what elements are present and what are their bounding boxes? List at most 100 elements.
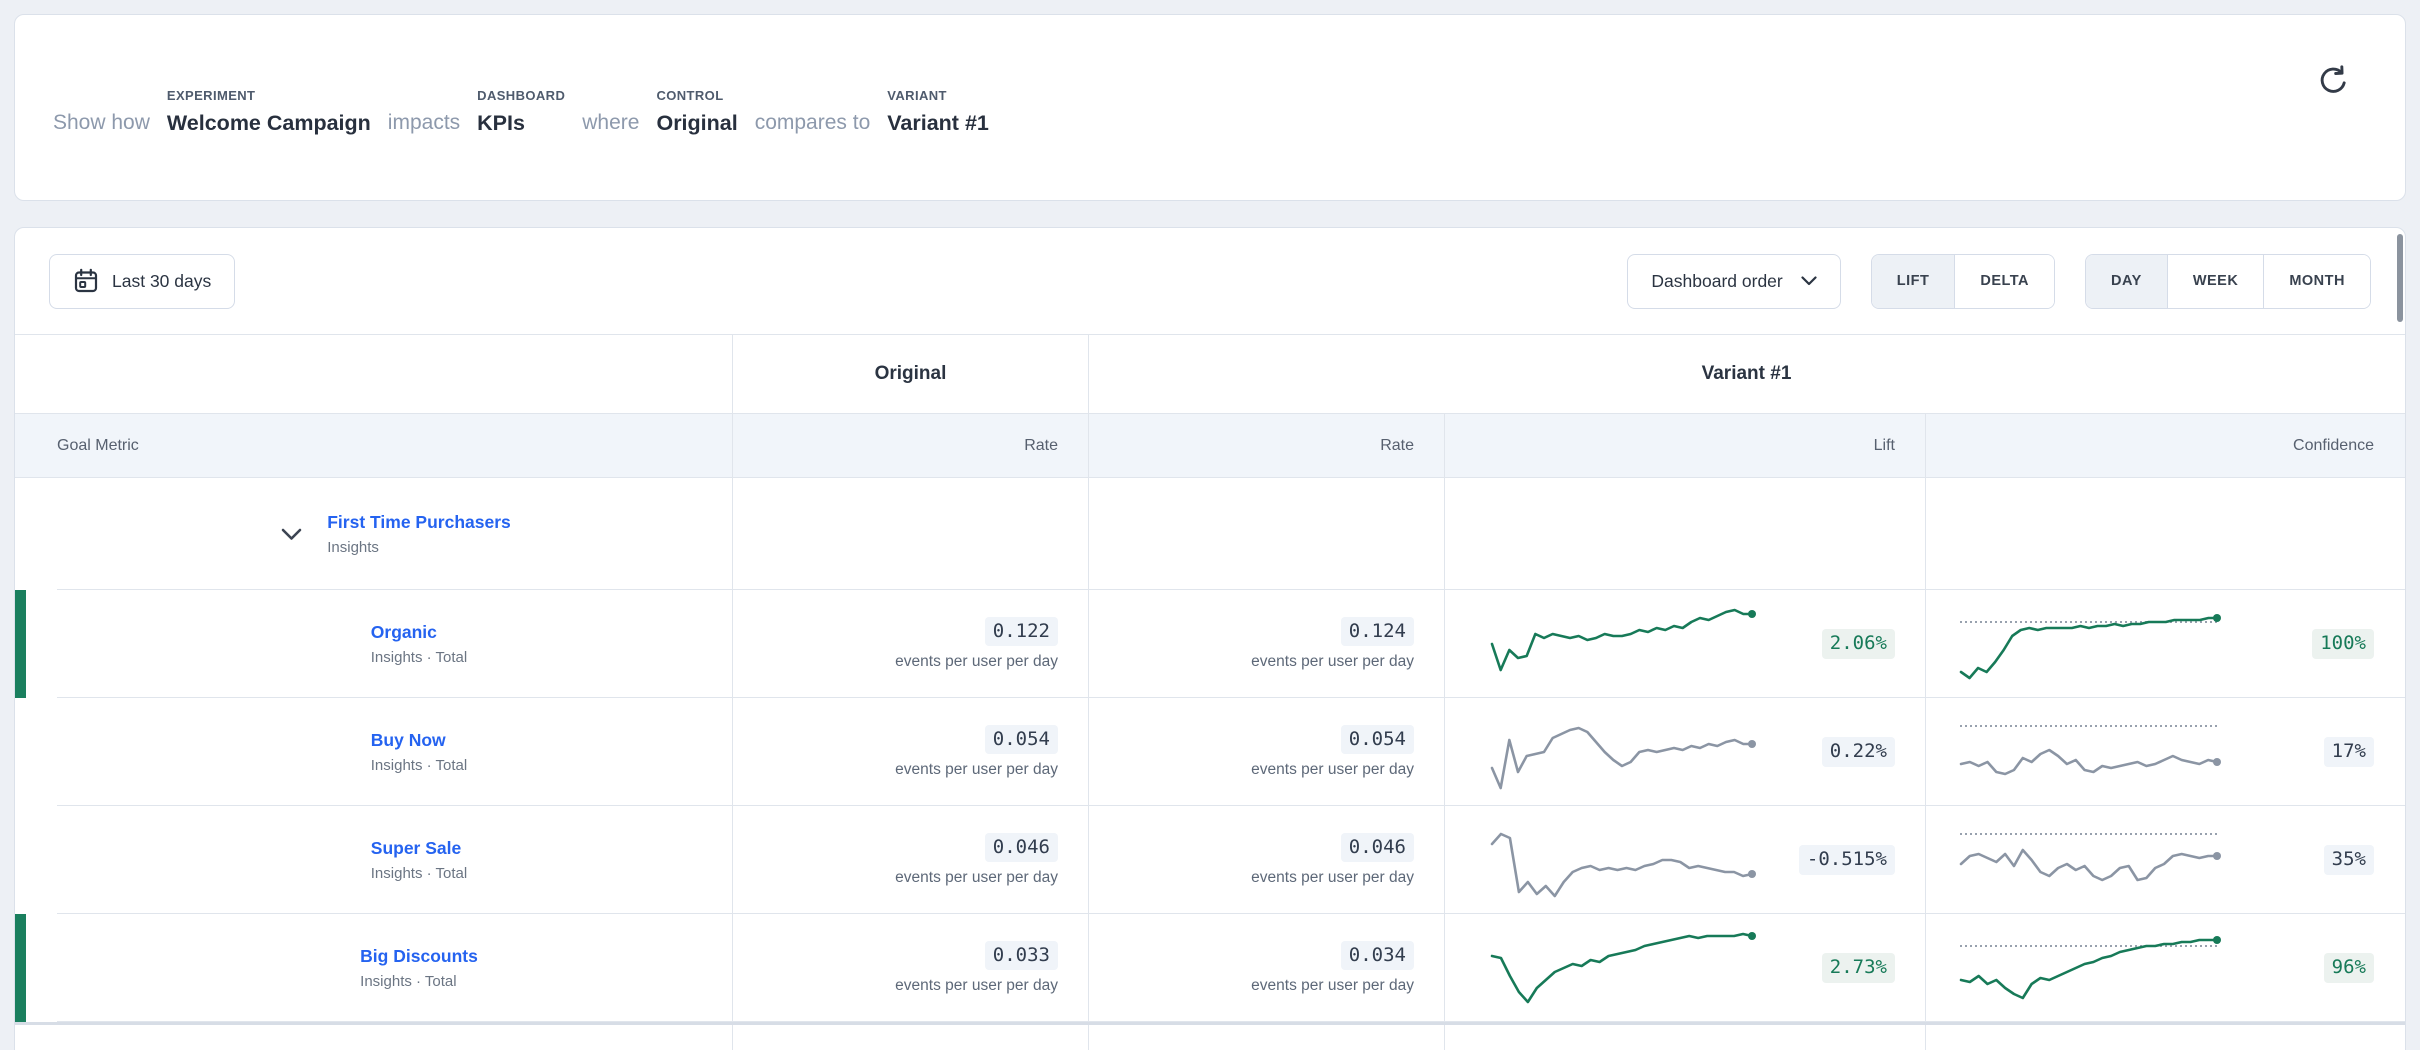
lift-sparkline [1490,608,1756,672]
metric-link[interactable]: Buy Now [370,730,446,750]
lift-value: -0.515% [1798,845,1895,875]
toolbar-right: Dashboard order LIFT DELTA DAY WEEK MONTH [1627,253,2371,309]
granularity-toggle: DAY WEEK MONTH [2085,253,2371,309]
lift-value: 2.73% [1821,953,1895,983]
column-goal-metric[interactable]: Goal Metric [57,436,139,454]
confidence-sparkline [1959,833,2221,882]
variant-rate-value: 0.124 [1340,616,1414,647]
rate-unit: events per user per day [1251,869,1414,887]
dashboard-value[interactable]: KPIs [477,111,525,135]
original-rate-value: 0.054 [984,724,1058,755]
table-group-header: Original Variant #1 [15,334,2405,414]
metric-subtitle: Insights · Total [370,649,468,666]
confidence-sparkline [1959,936,2221,1000]
refresh-button[interactable] [2313,63,2353,103]
column-variant-rate[interactable]: Rate [1088,414,1444,477]
rate-unit: events per user per day [895,653,1058,671]
table-sub-header: Goal Metric Rate Rate Lift Confidence [15,414,2405,478]
table-row: Super Sale Insights · Total 0.046 events pe… [15,806,2405,914]
toolbar: Last 30 days Dashboard order LIFT DELTA D… [15,228,2405,334]
metric-link[interactable]: Organic [370,622,437,642]
table-row: Buy Now Insights · Total 0.054 events per u… [15,698,2405,806]
lift-sparkline [1490,726,1756,790]
table-row: First Time Purchasers Insights [15,478,2405,590]
rate-unit: events per user per day [895,869,1058,887]
original-rate-value: 0.033 [984,940,1058,971]
variant-label: VARIANT [887,88,947,103]
table-row: Big Discounts Insights · Total 0.033 events… [15,914,2405,1022]
scrollbar-thumb[interactable] [2397,234,2403,322]
confidence-value: 100% [2312,629,2374,659]
metric-subtitle: Insights [327,539,379,556]
table-row: Organic Insights · Total 0.122 events per u… [15,590,2405,698]
date-range-button[interactable]: Last 30 days [49,253,236,309]
lift-value: 2.06% [1821,629,1895,659]
rate-unit: events per user per day [1251,761,1414,779]
confidence-sparkline [1959,725,2221,776]
dashboard-selector[interactable]: DASHBOARD KPIs [477,88,565,137]
toggle-day-button[interactable]: DAY [2086,254,2167,308]
control-label: CONTROL [656,88,724,103]
toggle-lift-button[interactable]: LIFT [1871,254,1955,308]
experiment-selector[interactable]: EXPERIMENT Welcome Campaign [167,88,371,137]
variant-rate-value: 0.054 [1340,724,1414,755]
metric-link[interactable]: Super Sale [370,838,462,858]
date-range-label: Last 30 days [112,270,212,291]
metric-link[interactable]: First Time Purchasers [327,512,511,532]
lift-sparkline [1490,932,1756,1004]
original-rate-value: 0.046 [984,832,1058,863]
metric-link[interactable]: Big Discounts [360,946,478,966]
experiment-value[interactable]: Welcome Campaign [166,111,371,135]
collapse-toggle[interactable] [280,527,327,542]
row-accent-bar [15,590,26,698]
column-original-rate[interactable]: Rate [732,414,1088,477]
confidence-sparkline [1959,614,2221,680]
column-lift[interactable]: Lift [1444,414,1925,477]
lift-sparkline [1490,832,1756,898]
query-sentence: Show how EXPERIMENT Welcome Campaign imp… [53,78,989,137]
chevron-down-icon [281,528,302,540]
refresh-icon [2320,65,2346,93]
variant-rate-value: 0.046 [1340,832,1414,863]
rate-unit: events per user per day [895,761,1058,779]
rate-unit: events per user per day [1251,653,1414,671]
variant-value[interactable]: Variant #1 [887,111,989,135]
lift-value: 0.22% [1821,737,1895,767]
dashboard-label: DASHBOARD [477,88,566,103]
rate-unit: events per user per day [895,977,1058,995]
metric-subtitle: Insights · Total [370,757,468,774]
confidence-value: 17% [2323,737,2374,767]
metric-subtitle: Insights · Total [360,973,457,990]
toggle-month-button[interactable]: MONTH [2263,254,2370,308]
query-text-compares-to: compares to [754,111,871,134]
query-text-impacts: impacts [387,111,461,134]
toggle-delta-button[interactable]: DELTA [1954,254,2055,308]
dashboard-order-label: Dashboard order [1651,270,1783,291]
column-group-variant: Variant #1 [1088,335,2404,413]
query-text-show-how: Show how [53,111,150,134]
experiment-label: EXPERIMENT [166,88,256,103]
column-confidence[interactable]: Confidence [1925,414,2404,477]
variant-selector[interactable]: VARIANT Variant #1 [887,88,989,137]
row-accent-bar [15,914,26,1022]
original-rate-value: 0.122 [984,616,1058,647]
query-builder-panel: Show how EXPERIMENT Welcome Campaign imp… [14,14,2406,201]
rate-unit: events per user per day [1251,977,1414,995]
confidence-value: 96% [2323,953,2374,983]
calendar-icon [74,268,98,293]
column-group-original: Original [732,335,1088,413]
column-group-empty [15,335,732,413]
chevron-down-icon [1801,276,1817,286]
toggle-week-button[interactable]: WEEK [2166,254,2264,308]
control-selector[interactable]: CONTROL Original [656,88,737,137]
dashboard-order-button[interactable]: Dashboard order [1627,253,1841,309]
control-value[interactable]: Original [656,111,738,135]
results-panel: Last 30 days Dashboard order LIFT DELTA D… [14,227,2406,1050]
variant-rate-value: 0.034 [1340,940,1414,971]
query-text-where: where [582,111,640,134]
metric-subtitle: Insights · Total [370,865,468,882]
table-row-partial [15,1025,2405,1050]
confidence-value: 35% [2323,845,2374,875]
table-bottom-divider [15,1022,2405,1025]
